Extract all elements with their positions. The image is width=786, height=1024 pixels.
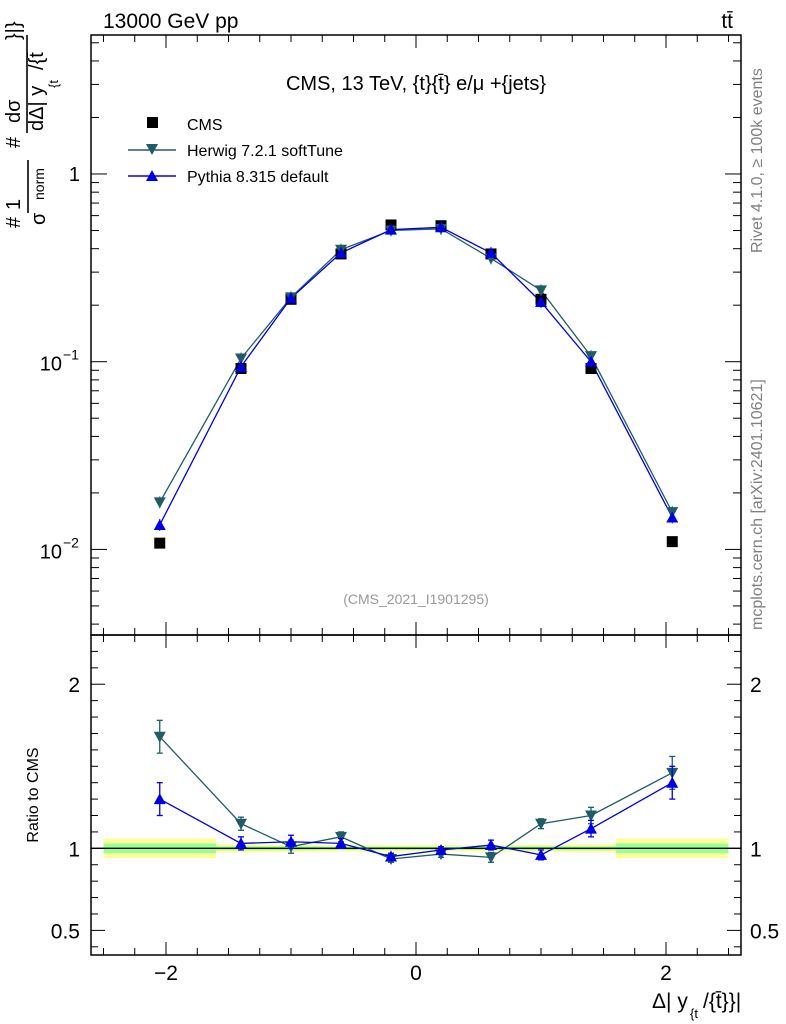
legend-pythia-label: Pythia 8.315 default — [187, 169, 329, 186]
ratio-point-pythia — [285, 835, 297, 847]
ratio-point-herwig — [535, 818, 547, 830]
main-y-tick-label: 10 — [40, 541, 62, 563]
ratio-point-herwig — [585, 810, 597, 822]
ratio-point-herwig — [235, 818, 247, 830]
data-point-pythia — [485, 246, 497, 258]
ylabel-hash-1: # — [3, 216, 25, 228]
legend-pythia-marker — [146, 170, 158, 181]
data-point-cms — [154, 537, 166, 549]
main-series-layer — [153, 219, 679, 549]
data-point-herwig — [235, 353, 247, 365]
ratio-x-tick-label: 0 — [410, 962, 422, 985]
xlabel-part-a: Δ| y — [652, 990, 688, 1013]
rivet-label: Rivet 4.1.0, ≥ 100k events — [749, 68, 766, 253]
ratio-point-pythia — [435, 843, 447, 855]
main-y-tick-label: 1 — [69, 164, 80, 186]
data-point-herwig — [153, 497, 166, 509]
ratio-panel: −2 0 2 2 2 1 1 0.5 0.5 Ratio to CMS — [25, 634, 779, 985]
main-axis-ticks: 110−110−2 — [40, 35, 741, 635]
ratio-point-pythia — [585, 822, 597, 834]
watermark-label: (CMS_2021_I1901295) — [343, 591, 489, 607]
ratio-x-tick-label: 2 — [660, 962, 672, 985]
ylabel-dy: dΔ| y — [26, 86, 48, 131]
ylabel-sigma: σ — [28, 212, 50, 225]
ratio-point-pythia — [666, 776, 679, 788]
ratio-y-tick-label: 2 — [68, 674, 80, 697]
ratio-y-tick-label: 0.5 — [51, 920, 80, 943]
data-point-pythia — [435, 221, 447, 233]
ratio-series-layer — [153, 719, 679, 865]
ratio-y-axis-label: Ratio to CMS — [25, 747, 42, 842]
header-energy: 13000 GeV pp — [103, 10, 238, 33]
data-point-pythia — [285, 292, 297, 304]
header-process: tt̄ — [721, 10, 733, 33]
data-point-cms — [585, 362, 597, 374]
main-y-tick-exponent: −1 — [63, 347, 79, 363]
ratio-point-pythia — [335, 837, 347, 849]
xlabel-part-b: /{t̄}}| — [703, 990, 741, 1013]
ratio-frame — [90, 634, 742, 956]
ratio-y-tick-label-right: 0.5 — [750, 920, 779, 943]
data-point-pythia — [385, 223, 397, 235]
main-y-tick-label: 10 — [40, 354, 62, 376]
data-point-pythia — [153, 518, 166, 530]
ylabel-sub-t: {t — [46, 80, 61, 88]
ylabel-hash-2: # — [3, 136, 25, 148]
ratio-point-herwig — [485, 852, 497, 864]
ylabel-norm: norm — [31, 168, 47, 200]
ratio-point-pythia — [235, 837, 247, 849]
ratio-y-tick-label-right: 1 — [750, 838, 762, 861]
data-point-pythia — [235, 360, 247, 372]
ylabel-one: 1 — [3, 199, 25, 210]
ratio-point-pythia — [485, 839, 497, 851]
ratio-y-tick-label-right: 2 — [750, 674, 762, 697]
main-panel: 110−110−2 CMS, 13 TeV, {t}{t̄} e/μ +{jet… — [40, 34, 742, 636]
ratio-point-pythia — [535, 848, 547, 860]
legend: CMS Herwig 7.2.1 softTune Pythia 8.315 d… — [128, 117, 343, 186]
ratio-line-pythia — [159, 782, 673, 858]
ratio-point-pythia — [385, 850, 397, 862]
ratio-point-pythia — [153, 793, 166, 805]
ratio-uncertainty-bands — [91, 838, 741, 859]
ratio-point-herwig — [335, 831, 347, 843]
ratio-y-tick-label: 1 — [68, 838, 80, 861]
ratio-line-herwig — [159, 736, 673, 860]
mcplots-label: mcplots.cern.ch [arXiv:2401.10621] — [749, 379, 766, 630]
data-point-cms — [666, 536, 678, 548]
data-point-pythia — [335, 246, 347, 258]
data-point-pythia — [666, 511, 679, 523]
ylabel-close: }|} — [3, 21, 25, 40]
data-point-herwig — [535, 285, 547, 297]
xlabel-part-sub: {t — [690, 1006, 698, 1021]
data-point-pythia — [535, 295, 547, 307]
main-y-axis-label: # 1 σ norm # dσ dΔ| y {t /{t̄ }|} — [3, 21, 61, 228]
legend-cms-label: CMS — [187, 117, 223, 134]
series-line-pythia — [159, 226, 673, 526]
ratio-point-herwig — [153, 731, 166, 743]
legend-herwig-marker — [146, 144, 158, 155]
legend-herwig-label: Herwig 7.2.1 softTune — [187, 143, 343, 160]
ratio-x-tick-label: −2 — [154, 962, 178, 985]
ylabel-dsigma: dσ — [3, 99, 25, 123]
main-title: CMS, 13 TeV, {t}{t̄} e/μ +{jets} — [286, 73, 546, 95]
x-axis-label: Δ| y {t /{t̄}}| — [652, 990, 741, 1021]
data-point-pythia — [585, 355, 597, 367]
ratio-axis-ticks: −2 0 2 2 2 1 1 0.5 0.5 — [51, 635, 779, 985]
series-line-herwig — [159, 228, 673, 513]
ylabel-tbar: /{t̄ — [26, 52, 48, 70]
legend-cms-marker — [147, 117, 158, 128]
main-y-tick-exponent: −2 — [63, 534, 79, 550]
